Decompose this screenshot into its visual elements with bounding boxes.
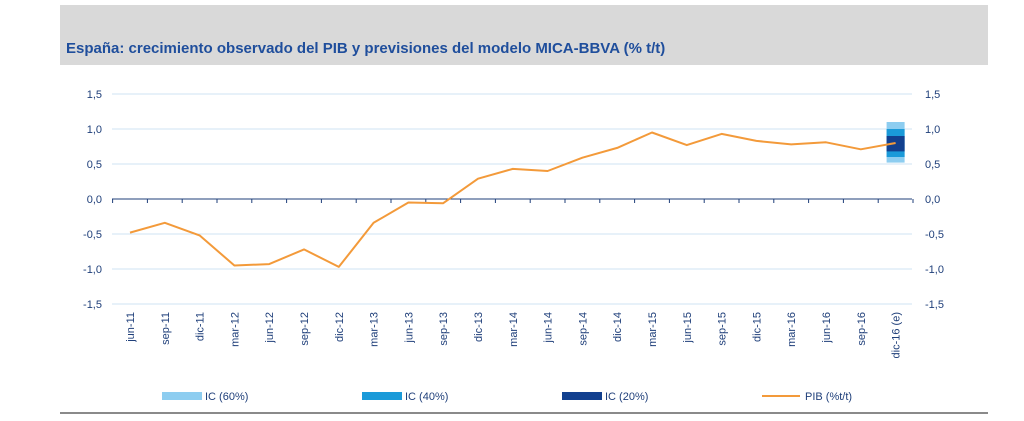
legend-label: IC (20%) — [605, 391, 648, 403]
chart-title: España: crecimiento observado del PIB y … — [66, 40, 666, 57]
legend-label: IC (60%) — [205, 391, 248, 403]
confidence-interval-layer — [886, 122, 905, 163]
series-layer — [129, 131, 896, 268]
x-tick-label: sep-16 — [856, 312, 868, 346]
axis-layer — [112, 198, 914, 203]
x-tick-label: jun-12 — [264, 312, 276, 344]
x-tick-label: sep-15 — [717, 312, 729, 346]
y-tick-label-left: 1,0 — [87, 124, 102, 136]
legend-label: PIB (%t/t) — [805, 391, 852, 403]
x-tick-label: dic-13 — [473, 312, 485, 342]
grid-layer — [112, 93, 912, 305]
title-band — [60, 5, 988, 65]
y-tick-label-right: 1,0 — [925, 124, 940, 136]
x-tick-label: sep-11 — [160, 312, 172, 345]
y-tick-label-right: -1,5 — [925, 299, 944, 311]
y-tick-label-left: 1,5 — [87, 89, 102, 101]
y-tick-label-right: 0,0 — [925, 194, 940, 206]
x-tick-label: sep-12 — [299, 312, 311, 346]
x-tick-label: dic-16 (e) — [891, 312, 903, 358]
x-tick-label: dic-15 — [751, 312, 763, 342]
y-tick-label-left: 0,5 — [87, 159, 102, 171]
x-tick-label: jun-15 — [682, 312, 694, 344]
x-tick-label: mar-16 — [786, 312, 798, 347]
series-line-pib — [129, 131, 896, 268]
legend-swatch — [362, 392, 402, 400]
y-tick-label-left: -1,5 — [83, 299, 102, 311]
y-tick-labels: 1,5 1,5 1,0 1,0 0,5 0,5 0,0 0,0 -0,5 -0,5 -1,0 -1,0… — [83, 89, 944, 311]
x-tick-label: jun-14 — [543, 312, 555, 344]
x-tick-label: jun-11 — [125, 312, 137, 343]
x-tick-label: mar-14 — [508, 312, 520, 347]
x-tick-label: sep-14 — [577, 312, 589, 346]
x-tick-label: mar-15 — [647, 312, 659, 347]
x-tick-labels: jun-11 sep-11 dic-11 mar-12 jun-12 sep-12 dic-… — [125, 312, 903, 358]
x-tick-label: jun-16 — [821, 312, 833, 344]
x-tick-label: sep-13 — [438, 312, 450, 346]
x-tick-label: mar-13 — [369, 312, 381, 347]
legend-swatch — [562, 392, 602, 400]
y-tick-label-left: -1,0 — [83, 264, 102, 276]
y-tick-label-right: 1,5 — [925, 89, 940, 101]
y-tick-label-left: -0,5 — [83, 229, 102, 241]
bottom-rule — [60, 412, 988, 414]
y-tick-label-right: -1,0 — [925, 264, 944, 276]
x-tick-label: dic-11 — [195, 312, 207, 341]
legend: IC (60%) IC (40%) IC (20%) PIB (%t/t) — [162, 391, 852, 403]
x-tick-label: jun-13 — [403, 312, 415, 344]
x-tick-label: dic-14 — [612, 312, 624, 342]
y-tick-label-left: 0,0 — [87, 194, 102, 206]
x-tick-label: dic-12 — [334, 312, 346, 342]
y-tick-label-right: 0,5 — [925, 159, 940, 171]
legend-swatch — [162, 392, 202, 400]
x-tick-label: mar-12 — [229, 312, 241, 347]
y-tick-label-right: -0,5 — [925, 229, 944, 241]
legend-label: IC (40%) — [405, 391, 448, 403]
